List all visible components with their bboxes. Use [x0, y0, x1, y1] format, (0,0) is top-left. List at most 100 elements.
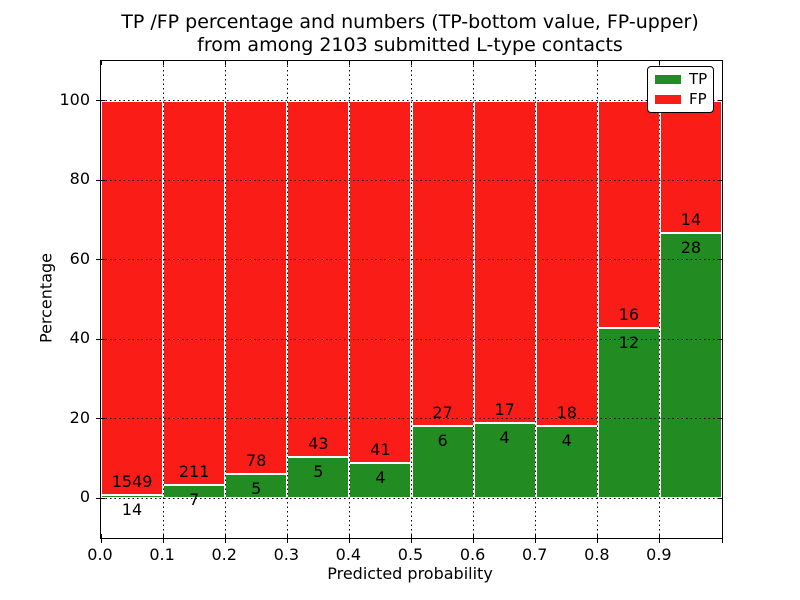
fp-count-label: 14 — [680, 210, 702, 230]
y-tick-mark-right — [718, 100, 722, 102]
gridline-vertical — [473, 61, 475, 538]
x-tick-mark-top — [162, 61, 164, 65]
tp-bar-segment — [597, 327, 660, 499]
fp-bar-segment — [101, 100, 164, 495]
x-tick-label: 0.1 — [149, 545, 175, 564]
tp-count-label: 4 — [499, 427, 510, 447]
fp-count-label: 17 — [494, 399, 515, 419]
tp-count-label: 6 — [437, 430, 448, 450]
gridline-vertical — [162, 61, 164, 538]
legend-swatch-tp — [655, 75, 681, 84]
x-tick-mark — [348, 534, 350, 543]
tp-count-label: 4 — [375, 467, 386, 487]
y-tick-mark — [96, 418, 105, 420]
gridline-horizontal — [101, 100, 722, 102]
gridline-vertical — [411, 61, 412, 538]
tp-bar-segment — [349, 462, 412, 499]
gridline-vertical — [659, 61, 661, 538]
legend-swatch-fp — [655, 95, 681, 104]
y-tick-mark — [96, 338, 105, 340]
tp-bar-segment — [287, 456, 350, 499]
tp-bar-segment — [411, 425, 474, 499]
x-tick-mark-top — [535, 61, 537, 65]
x-tick-mark-top — [348, 61, 350, 65]
y-tick-label: 100 — [59, 89, 90, 109]
x-tick-mark — [162, 534, 164, 543]
gridline-horizontal — [101, 497, 722, 499]
x-tick-label: 0.6 — [459, 545, 486, 564]
y-tick-label: 80 — [69, 169, 90, 189]
x-tick-label: 0.0 — [87, 545, 113, 564]
y-tick-label: 20 — [69, 407, 90, 427]
y-tick-mark-right — [718, 418, 722, 420]
fp-count-label: 18 — [556, 402, 577, 422]
y-tick-label: 60 — [69, 248, 90, 268]
x-tick-label: 0.8 — [584, 545, 610, 564]
legend-row-fp: FP — [655, 92, 713, 107]
x-axis-label: Predicted probability — [327, 564, 493, 583]
fp-count-label: 43 — [308, 433, 329, 453]
fp-count-label: 78 — [246, 451, 267, 471]
gridline-vertical — [286, 61, 288, 538]
fp-bar-segment — [597, 100, 660, 328]
gridline-horizontal — [101, 418, 722, 420]
fp-bar-segment — [349, 100, 412, 463]
tp-count-label: 4 — [561, 430, 572, 450]
x-tick-mark-top — [100, 61, 102, 65]
fp-bar-segment — [287, 100, 350, 457]
fp-bar-segment — [473, 100, 536, 423]
plot-area: TP FP 1549 14 211 7 78 5 43 5 41 4 27 6 17 4 18 4 16 12 14 2… — [96, 60, 723, 543]
x-tick-mark-top — [597, 61, 599, 65]
tp-bar-segment — [163, 485, 226, 499]
chart-title-line1: TP /FP percentage and numbers (TP-bottom… — [121, 11, 699, 33]
gridline-vertical — [348, 61, 350, 538]
tp-count-label: 7 — [189, 490, 200, 510]
x-tick-mark-top — [721, 61, 723, 65]
y-tick-mark — [96, 497, 105, 499]
x-tick-label: 0.4 — [335, 545, 362, 564]
legend: TP FP — [647, 66, 714, 113]
legend-label-fp: FP — [689, 90, 707, 108]
gridline-horizontal — [101, 338, 722, 340]
fp-count-label: 27 — [432, 402, 453, 422]
tp-bar-segment — [659, 233, 722, 499]
tp-count-label: 14 — [121, 499, 143, 519]
gridline-horizontal — [101, 259, 722, 261]
x-tick-mark — [597, 534, 599, 543]
x-tick-mark — [659, 534, 661, 543]
y-tick-mark — [96, 259, 105, 261]
fp-bar-segment — [535, 100, 598, 426]
tp-count-label: 28 — [680, 238, 702, 258]
x-tick-label: 0.9 — [646, 545, 672, 564]
legend-label-tp: TP — [689, 70, 708, 88]
x-tick-mark — [721, 534, 723, 543]
gridline-vertical — [535, 61, 537, 538]
x-tick-mark — [224, 534, 226, 543]
x-tick-mark-top — [224, 61, 226, 65]
fp-count-label: 41 — [370, 439, 391, 459]
y-tick-mark-right — [718, 179, 722, 181]
y-tick-mark-right — [718, 497, 722, 499]
gridline-vertical — [224, 61, 226, 538]
fp-bar-segment — [659, 100, 722, 234]
x-tick-mark-top — [411, 61, 412, 65]
fp-count-label: 16 — [618, 304, 640, 324]
y-tick-mark — [96, 100, 105, 102]
x-tick-mark — [286, 534, 288, 543]
tp-count-label: 5 — [313, 461, 324, 481]
x-tick-label: 0.7 — [521, 545, 548, 564]
x-tick-mark — [473, 534, 475, 543]
fp-bar-segment — [411, 100, 474, 426]
legend-row-tp: TP — [655, 72, 713, 87]
gridline-horizontal — [101, 179, 722, 181]
y-tick-mark-right — [718, 259, 722, 261]
tp-count-label: 5 — [251, 479, 262, 499]
x-tick-mark — [411, 534, 412, 543]
x-tick-mark — [535, 534, 537, 543]
y-tick-label: 0 — [79, 487, 90, 507]
y-tick-mark-right — [718, 338, 722, 340]
x-tick-label: 0.5 — [397, 545, 424, 564]
fp-count-label: 1549 — [111, 471, 153, 491]
y-tick-mark — [96, 179, 105, 181]
